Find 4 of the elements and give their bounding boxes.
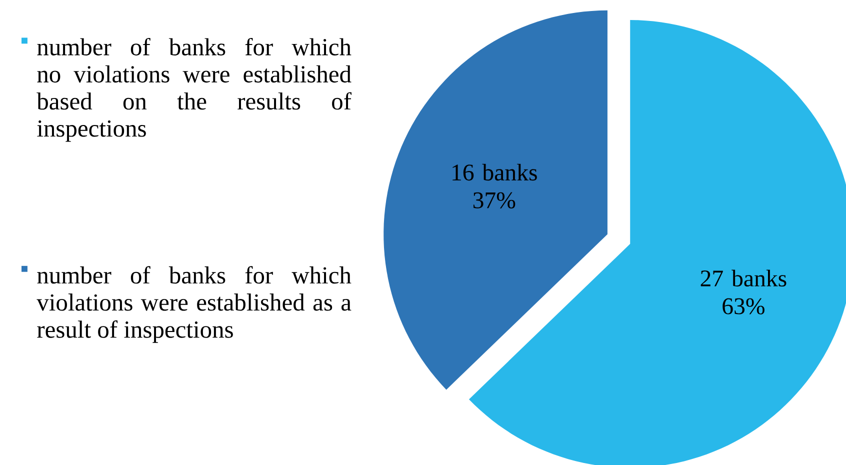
legend-label: number of banks for which no violations were established based on the results of inspections	[36, 38, 352, 142]
legend-label: number of banks for which violations were established as a result of inspections	[36, 266, 352, 343]
data-label: 27 banks 63%	[700, 270, 786, 314]
data-label: 16 banks 37%	[452, 164, 537, 208]
